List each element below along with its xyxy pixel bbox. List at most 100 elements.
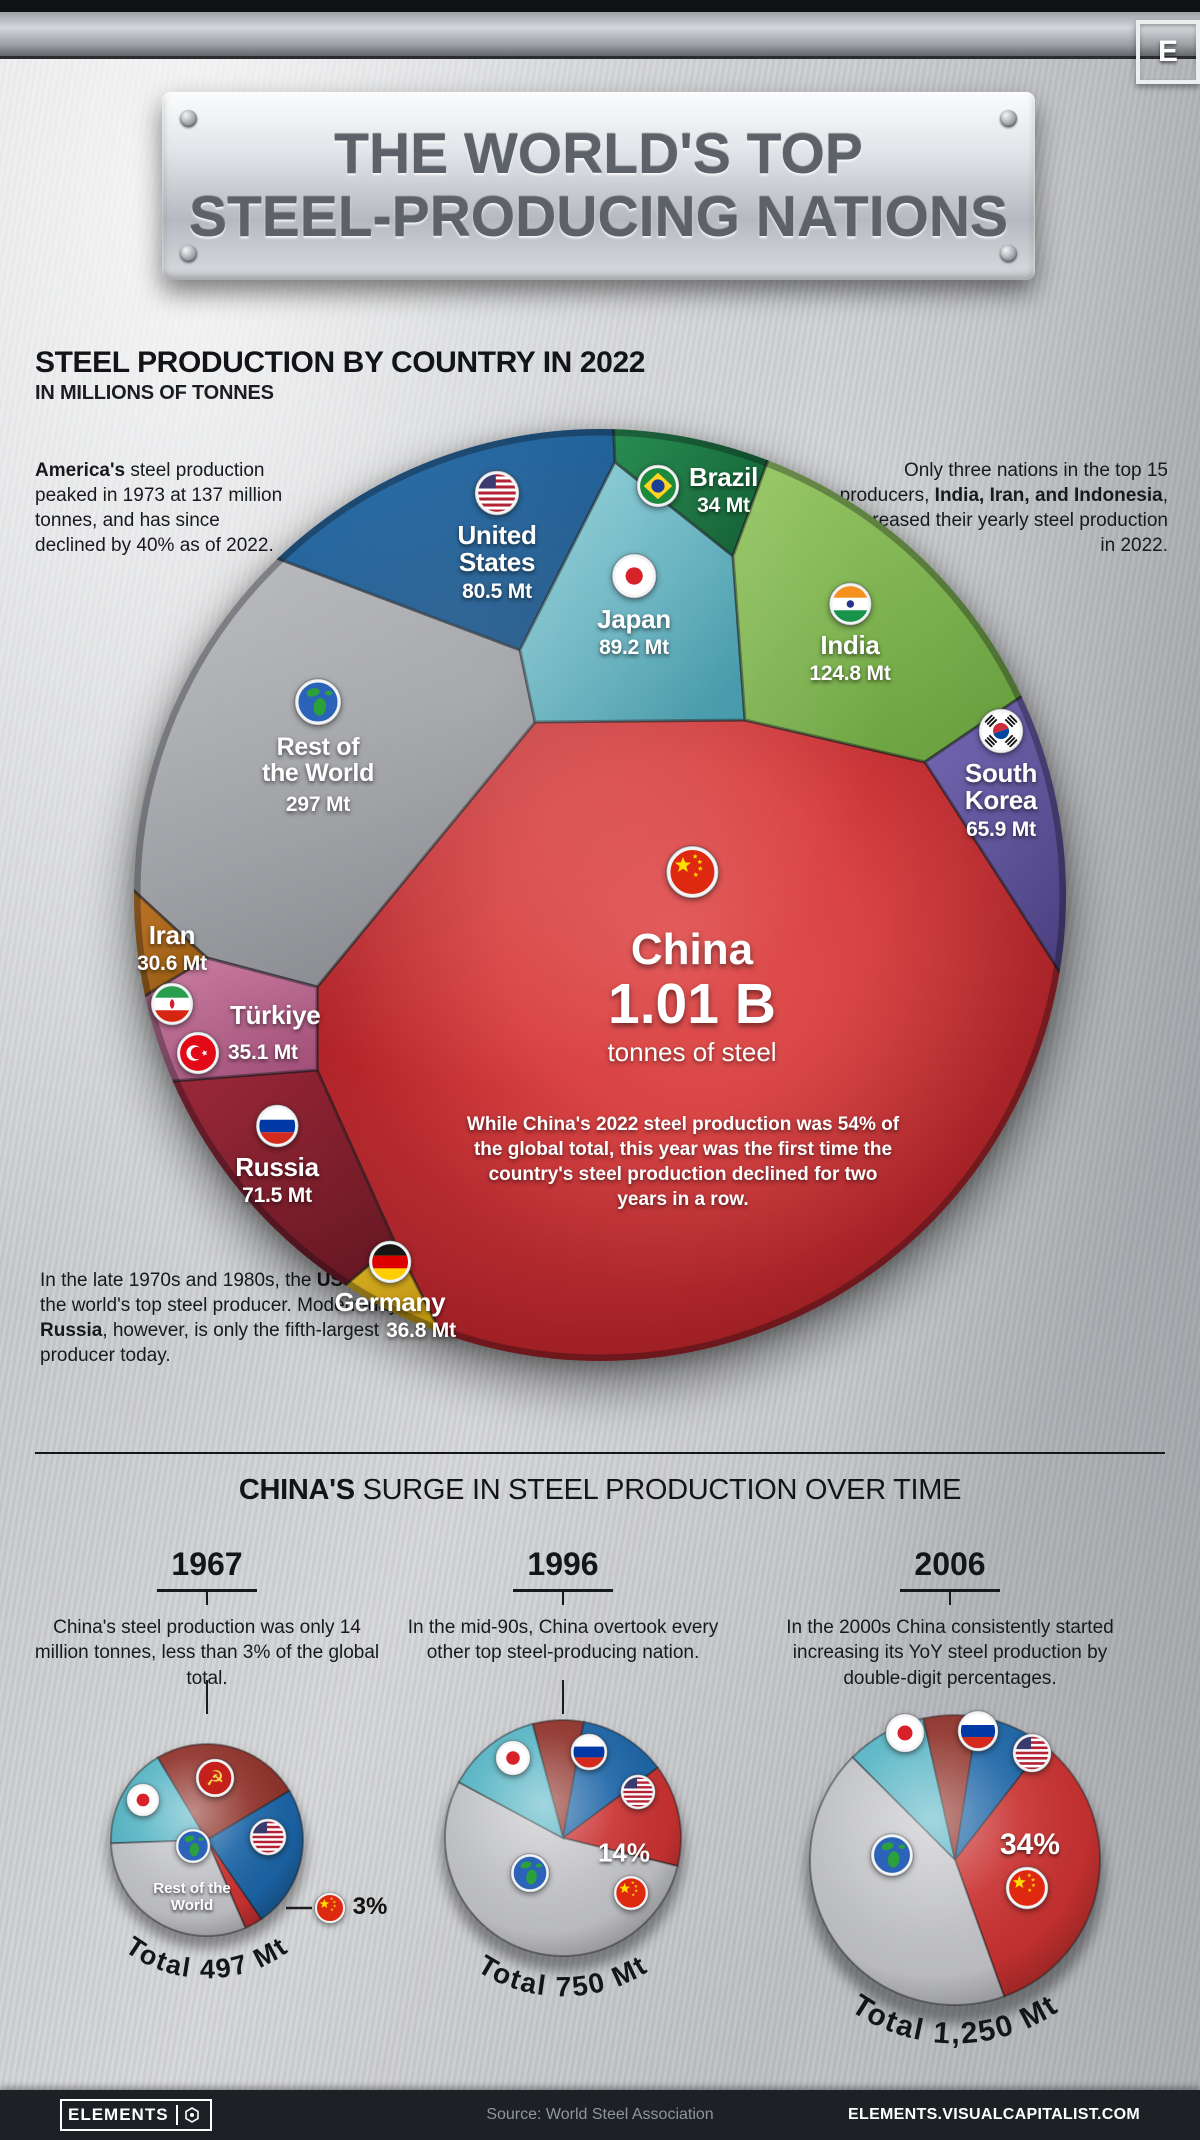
- china-flag-icon: [1005, 1866, 1049, 1910]
- ussr-flag-icon: ☭: [195, 1758, 235, 1798]
- russia-flag-icon: [957, 1710, 999, 1752]
- globe-icon: [175, 1828, 211, 1864]
- china-note: While China's 2022 steel production was …: [466, 1114, 900, 1211]
- south-korea-flag-icon: [978, 708, 1024, 754]
- region-value: 297 Mt: [285, 792, 351, 816]
- japan-flag-icon: [611, 553, 657, 599]
- screw-icon: [180, 110, 197, 127]
- region-name: Japan: [597, 604, 671, 634]
- region-value: 71.5 Mt: [242, 1184, 312, 1208]
- note-america: America's steel production peaked in 197…: [35, 460, 283, 557]
- japan-flag-icon: [126, 1783, 160, 1817]
- region-value: 36.8 Mt: [386, 1319, 456, 1343]
- region-label-iran: Iran 30.6 Mt: [137, 920, 207, 1027]
- section1-subheading: IN MILLIONS OF TONNES: [35, 382, 274, 404]
- japan-flag-icon: [885, 1713, 925, 1753]
- china-flag-icon: [314, 1892, 346, 1924]
- timeline-column-2006: 2006 In the 2000s China consistently sta…: [774, 1546, 1126, 1691]
- region-value: 1.01 B: [608, 972, 776, 1036]
- region-name: Russia: [235, 1152, 319, 1182]
- region-value: 80.5 Mt: [462, 579, 532, 603]
- timeline-year: 1996: [387, 1546, 739, 1592]
- timeline-column-1967: 1967 China's steel production was only 1…: [31, 1546, 383, 1691]
- region-name: Iran: [148, 920, 196, 950]
- region-label-rest-of-world: Rest of the World 297 Mt: [256, 678, 380, 817]
- elements-logo-letter: E: [1157, 35, 1178, 68]
- russia-flag-icon: [255, 1104, 299, 1148]
- region-name: Rest of the World: [261, 733, 375, 788]
- elements-logo-text: ELEMENTS: [68, 2105, 169, 2124]
- region-label-germany: Germany 36.8 Mt: [324, 1240, 456, 1343]
- region-name: South Korea: [964, 758, 1038, 816]
- pie1996-china-share: 14%: [597, 1837, 651, 1868]
- brazil-flag-icon: [636, 464, 680, 508]
- region-label-china: China 1.01 B tonnes of steel: [607, 845, 777, 1068]
- elements-corner-logo: E: [1136, 20, 1200, 84]
- timeline-connector: [562, 1680, 564, 1714]
- region-label-japan: Japan 89.2 Mt: [597, 553, 671, 660]
- timeline-tick: [206, 1592, 208, 1605]
- region-label-russia: Russia 71.5 Mt: [235, 1104, 319, 1208]
- india-flag-icon: [828, 582, 872, 626]
- pie1967-china-share: 3%: [352, 1893, 388, 1920]
- china-flag-icon: [613, 1875, 649, 1911]
- region-value: 34 Mt: [697, 494, 750, 518]
- iran-flag-icon: [150, 982, 194, 1027]
- us-flag-icon: [1012, 1733, 1052, 1773]
- globe-icon: [510, 1853, 550, 1893]
- source-credit: Source: World Steel Association: [486, 2106, 714, 2123]
- top-strip: [0, 0, 1200, 12]
- region-value-unit: tonnes of steel: [607, 1036, 777, 1067]
- us-flag-icon: [620, 1774, 656, 1810]
- svg-text:☭: ☭: [206, 1767, 225, 1791]
- region-name: India: [820, 630, 880, 660]
- globe-icon: [870, 1833, 914, 1877]
- region-value: 124.8 Mt: [809, 662, 891, 686]
- title-plate: THE WORLD'S TOP STEEL-PRODUCING NATIONS: [162, 92, 1035, 280]
- section1-heading: STEEL PRODUCTION BY COUNTRY IN 2022: [35, 346, 646, 379]
- section-divider: [35, 1452, 1165, 1454]
- timeline-column-1996: 1996 In the mid-90s, China overtook ever…: [387, 1546, 739, 1666]
- region-label-turkiye: Türkiye 35.1 Mt: [176, 1001, 321, 1076]
- region-name: Germany: [334, 1287, 446, 1317]
- top-metal-band: [0, 12, 1200, 59]
- pie1967-rest-label: Rest of the World: [153, 1879, 231, 1914]
- region-label-brazil: Brazil 34 Mt: [636, 462, 759, 518]
- pie2006-china-share: 34%: [999, 1828, 1061, 1861]
- region-name: Brazil: [689, 462, 759, 492]
- germany-flag-icon: [368, 1240, 412, 1284]
- note-top15: Only three nations in the top 15 produce…: [839, 460, 1168, 557]
- globe-icon: [294, 678, 342, 726]
- timeline-tick: [562, 1592, 564, 1605]
- elements-logo-icon: [175, 2105, 204, 2125]
- timeline-text: China's steel production was only 14 mil…: [34, 1617, 380, 1689]
- timeline-connector: [206, 1680, 208, 1714]
- timeline-text: In the mid-90s, China overtook every oth…: [407, 1617, 719, 1664]
- us-flag-icon: [474, 470, 520, 516]
- japan-flag-icon: [495, 1740, 531, 1776]
- region-name: China: [630, 925, 754, 974]
- timeline-text: In the 2000s China consistently started …: [786, 1617, 1114, 1689]
- russia-flag-icon: [570, 1733, 608, 1771]
- voronoi-chart: [134, 429, 1066, 1361]
- screw-icon: [1000, 245, 1017, 262]
- section2-heading: CHINA'S SURGE IN STEEL PRODUCTION OVER T…: [238, 1474, 962, 1506]
- timeline-year: 2006: [774, 1546, 1126, 1592]
- china-flag-icon: [665, 845, 719, 899]
- screw-icon: [180, 245, 197, 262]
- timeline-tick: [949, 1592, 951, 1605]
- region-value: 65.9 Mt: [966, 817, 1036, 841]
- page-title: THE WORLD'S TOP STEEL-PRODUCING NATIONS: [188, 122, 1009, 249]
- region-label-india: India 124.8 Mt: [809, 582, 891, 686]
- region-label-south-korea: South Korea 65.9 Mt: [955, 708, 1047, 842]
- us-flag-icon: [249, 1818, 287, 1856]
- turkiye-flag-icon: [176, 1031, 220, 1076]
- region-value: 30.6 Mt: [137, 952, 207, 976]
- elements-logo: ELEMENTS: [60, 2099, 212, 2131]
- screw-icon: [1000, 110, 1017, 127]
- footer-url[interactable]: ELEMENTS.VISUALCAPITALIST.COM: [848, 2106, 1140, 2123]
- footer-bar: ELEMENTS Source: World Steel Association…: [0, 2090, 1200, 2140]
- region-name: United States: [457, 520, 537, 578]
